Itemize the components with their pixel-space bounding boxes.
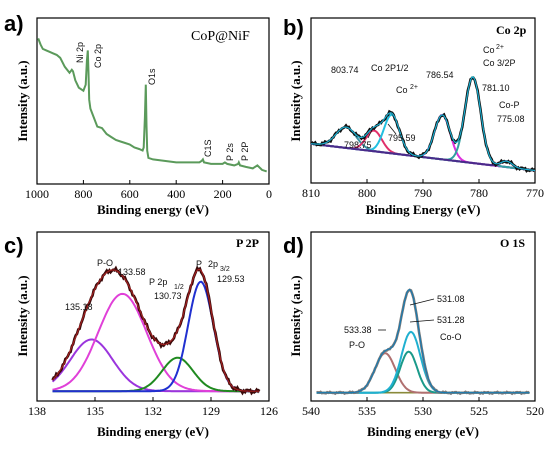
annotation-135: 135.18 [65, 302, 93, 312]
x-tick-label: 535 [358, 404, 376, 418]
annotation-co2plus-b-sup: 2+ [496, 44, 504, 51]
x-tick-label: 540 [302, 404, 320, 418]
annotation-co2plus-a-sup: 2+ [410, 84, 418, 91]
plot-frame-d [310, 231, 536, 402]
x-tick-label: 800 [74, 187, 92, 201]
panel-a: 1000 800 600 400 200 0 a) CoP@NiF Binding ene… [4, 11, 272, 217]
leader-798 [367, 127, 374, 139]
plot-frame-a [36, 17, 270, 185]
fit-envelope [316, 288, 530, 394]
x-tick-label: 0 [266, 187, 272, 201]
panel-title-d: O 1S [500, 236, 525, 250]
panel-title-b: Co 2p [496, 23, 527, 37]
panel-label-c: c) [4, 233, 24, 258]
annotation-cop: Co-P [499, 100, 520, 110]
panel-label-a: a) [4, 11, 24, 36]
fit-curves-b [310, 76, 536, 173]
annotation-p2s: P 2s [225, 143, 235, 161]
panel-c: 138 135 132 129 126 c) P 2P Binding energy (… [4, 231, 278, 439]
panel-d: 540 535 530 525 520 d) O 1S Binding energy (… [283, 231, 544, 439]
fit-peak-798.75 [310, 129, 536, 172]
fit-curves-d [316, 288, 531, 396]
x-tick-label: 800 [358, 186, 376, 200]
x-axis-label-b: Binding Energy (eV) [366, 202, 481, 217]
annotation-co2plus-b: Co [483, 45, 495, 55]
annotation-2p32-sub: 3/2 [220, 266, 230, 273]
annotation-795: 795.59 [388, 133, 416, 143]
annotation-798: 798.75 [344, 140, 372, 150]
leader-531-28 [409, 319, 435, 323]
x-tick-label: 135 [86, 404, 104, 418]
panel-label-d: d) [283, 233, 304, 258]
panel-title-a: CoP@NiF [191, 29, 250, 44]
annotation-co2p12: Co 2P1/2 [371, 63, 409, 73]
x-tick-label: 138 [28, 404, 46, 418]
annotation-p32: P [196, 259, 202, 269]
x-tick-label: 132 [144, 404, 162, 418]
x-tick-label: 129 [202, 404, 220, 418]
annotation-co2p: Co 2p [93, 44, 103, 68]
annotation-533: 533.38 [344, 325, 372, 335]
x-tick-label: 1000 [25, 187, 49, 201]
y-axis-label-d: Intensity (a.u.) [288, 275, 303, 356]
annotation-130: 130.73 [154, 291, 182, 301]
panel-label-b: b) [283, 15, 304, 40]
annotation-775: 775.08 [497, 114, 525, 124]
plot-frame-c [36, 231, 270, 402]
x-ticks-c: 138 135 132 129 126 [28, 397, 278, 418]
x-axis-label-a: Binding energy (eV) [97, 202, 209, 217]
x-ticks-a: 1000 800 600 400 200 0 [25, 180, 272, 201]
x-axis-label-d: Binding energy (eV) [367, 424, 479, 439]
panel-title-c: P 2P [236, 236, 259, 250]
y-axis-label-b: Intensity (a.u.) [288, 60, 303, 141]
leader-795 [387, 123, 397, 135]
annotation-p2p: P 2P [240, 142, 250, 161]
x-tick-label: 780 [470, 186, 488, 200]
annotation-coo: Co-O [440, 332, 462, 342]
annotation-p2p12: P 2p [149, 277, 167, 287]
annotation-c1s: C1S [203, 139, 213, 157]
x-tick-label: 126 [260, 404, 278, 418]
fit-envelope [310, 76, 536, 172]
panel-b: 810 800 790 780 770 b) Co 2p Binding Energy … [283, 15, 544, 217]
x-tick-label: 200 [214, 187, 232, 201]
x-tick-label: 520 [526, 404, 544, 418]
x-tick-label: 810 [302, 186, 320, 200]
annotation-803: 803.74 [331, 65, 359, 75]
annotation-531-28: 531.28 [437, 315, 465, 325]
annotation-2p32: 2p [208, 259, 218, 269]
survey-spectrum-line [37, 38, 268, 173]
leader-531-08 [409, 298, 435, 306]
x-tick-label: 525 [470, 404, 488, 418]
annotation-co2plus-a: Co [396, 85, 408, 95]
x-tick-label: 400 [167, 187, 185, 201]
x-ticks-d: 540 535 530 525 520 [302, 397, 544, 418]
annotation-o1s: O1s [147, 68, 157, 85]
x-tick-label: 530 [414, 404, 432, 418]
y-axis-label-c: Intensity (a.u.) [15, 275, 30, 356]
x-tick-label: 600 [121, 187, 139, 201]
annotation-co32p: Co 3/2P [483, 58, 516, 68]
fit-envelope [52, 268, 260, 392]
x-ticks-b: 810 800 790 780 770 [302, 179, 544, 200]
x-tick-label: 770 [526, 186, 544, 200]
annotation-786: 786.54 [426, 70, 454, 80]
annotation-po: P-O [97, 258, 113, 268]
y-axis-label-a: Intensity (a.u.) [15, 60, 30, 141]
annotation-ni2p: Ni 2p [75, 42, 85, 63]
fit-curves-c [51, 265, 261, 396]
annotation-781: 781.10 [482, 83, 510, 93]
annotation-133: 133.58 [118, 267, 146, 277]
annotation-129: 129.53 [217, 274, 245, 284]
annotation-p2p12-sub: 1/2 [174, 284, 184, 291]
x-axis-label-c: Binding energy (eV) [97, 424, 209, 439]
x-tick-label: 790 [414, 186, 432, 200]
annotation-po-d: P-O [349, 340, 365, 350]
annotation-531-08: 531.08 [437, 294, 465, 304]
